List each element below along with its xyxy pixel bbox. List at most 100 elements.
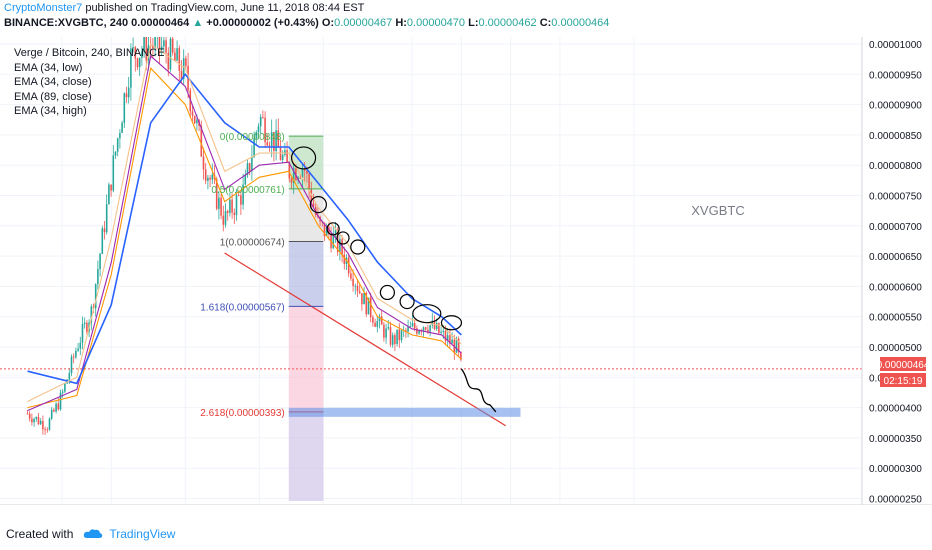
candle-body	[152, 45, 154, 48]
candle-body	[235, 195, 238, 216]
candle-body	[28, 413, 31, 419]
candle-body	[270, 131, 273, 147]
candle-body	[119, 133, 121, 139]
candle-body	[449, 335, 451, 344]
candle-body	[116, 138, 119, 152]
candle-body	[97, 268, 99, 285]
y-tick-label: 0.00000800	[869, 161, 922, 172]
candle-body	[169, 38, 172, 70]
candle-body	[242, 184, 244, 205]
candle-body	[46, 429, 49, 431]
candle-body	[218, 197, 220, 209]
legend-item-ema89[interactable]: EMA (89, close)	[14, 91, 92, 103]
candle-body	[191, 111, 194, 116]
ohlc-line: BINANCE:XVGBTC, 240 0.00000464 ▲ +0.0000…	[4, 17, 609, 29]
candle-body	[158, 28, 161, 50]
candle-body	[244, 174, 247, 185]
fib-level-0-5-label: 0.5(0.00000761)	[211, 185, 284, 196]
price-tag: 0.00000464 02:15:19	[877, 357, 930, 387]
candle-body	[361, 293, 363, 305]
legend-item-ema-low[interactable]: EMA (34, low)	[14, 62, 82, 74]
candle-body	[435, 322, 438, 330]
candle-body	[138, 57, 141, 68]
candle-body	[39, 420, 42, 425]
candle-body	[325, 226, 328, 237]
candle-body	[275, 130, 277, 151]
y-tick-label: 0.00000550	[869, 313, 922, 324]
legend-item-ema-close34[interactable]: EMA (34, close)	[14, 76, 92, 88]
candle-body	[422, 327, 425, 332]
candle-body	[59, 392, 62, 410]
candle-body	[303, 168, 306, 171]
candle-body	[369, 297, 372, 318]
candle-body	[83, 322, 86, 325]
candle-body	[72, 356, 75, 358]
candle-body	[288, 162, 291, 179]
candle-body	[127, 87, 130, 98]
candle-body	[299, 177, 302, 179]
y-tick-label: 0.00000500	[869, 343, 922, 354]
candle-body	[424, 327, 427, 330]
y-tick-label: 0.00000600	[869, 282, 922, 293]
candle-body	[409, 326, 412, 328]
candle-body	[400, 330, 403, 341]
ema-89-close-line	[27, 72, 462, 385]
candle-body	[226, 210, 229, 213]
ema-34-low-line	[27, 67, 462, 409]
candle-body	[108, 184, 110, 205]
candle-body	[323, 222, 326, 237]
price-chart[interactable]: 0(0.00000848) 0.5(0.00000761) 1(0.00000674…	[0, 19, 932, 516]
candle-body	[460, 352, 462, 360]
candle-body	[44, 429, 46, 431]
candle-body	[427, 329, 429, 332]
candle-body	[367, 297, 370, 315]
candle-body	[160, 46, 163, 50]
candle-body	[358, 291, 361, 294]
annotation-circle	[399, 293, 415, 310]
candle-body	[182, 58, 185, 79]
legend-item-ema-high[interactable]: EMA (34, high)	[14, 105, 87, 117]
candle-body	[101, 228, 104, 254]
published-text: published on TradingView.com, June 11, 2…	[82, 2, 365, 14]
author-link[interactable]: CryptoMonster7	[4, 2, 83, 14]
y-tick-label: 0.00000400	[869, 404, 922, 415]
candle-body	[193, 115, 196, 124]
candle-body	[26, 413, 29, 415]
candle-body	[389, 327, 392, 345]
fib-zone-green	[288, 136, 324, 189]
annotation-circle	[336, 231, 350, 245]
candle-body	[347, 257, 350, 274]
candle-body	[64, 383, 66, 392]
candle-body	[444, 330, 447, 341]
candle-body	[79, 342, 82, 349]
target-band	[288, 407, 521, 417]
countdown-value: 02:15:19	[884, 376, 923, 387]
high-value: 0.00000470	[406, 17, 466, 29]
candle-body	[378, 316, 381, 322]
candle-body	[255, 132, 258, 139]
countdown-bg	[880, 373, 926, 387]
candle-body	[154, 35, 156, 48]
candle-body	[68, 373, 71, 380]
candle-body	[363, 293, 365, 305]
price-tag-bg	[880, 357, 926, 371]
candle-body	[196, 120, 198, 124]
candle-body	[123, 93, 126, 123]
tradingview-link[interactable]: TradingView	[109, 527, 176, 541]
candle-body	[365, 293, 368, 315]
fib-zone-red	[288, 306, 324, 412]
fib-zone-blue	[288, 241, 324, 307]
candle-body	[440, 331, 442, 333]
candle-body	[112, 155, 115, 191]
candle-body	[86, 322, 88, 332]
footer: Created with TradingView	[0, 518, 932, 550]
annotation-circle	[350, 239, 366, 255]
candle-body	[42, 420, 44, 430]
y-tick-label: 0.00000850	[869, 131, 922, 142]
candle-body	[180, 70, 183, 79]
chart-pane[interactable]: 0(0.00000848) 0.5(0.00000761) 1(0.00000674…	[0, 19, 932, 516]
fib-level-1-618-label: 1.618(0.00000567)	[200, 302, 285, 313]
candle-body	[354, 285, 357, 287]
candle-body	[262, 116, 264, 118]
low-label: L:	[468, 17, 479, 29]
